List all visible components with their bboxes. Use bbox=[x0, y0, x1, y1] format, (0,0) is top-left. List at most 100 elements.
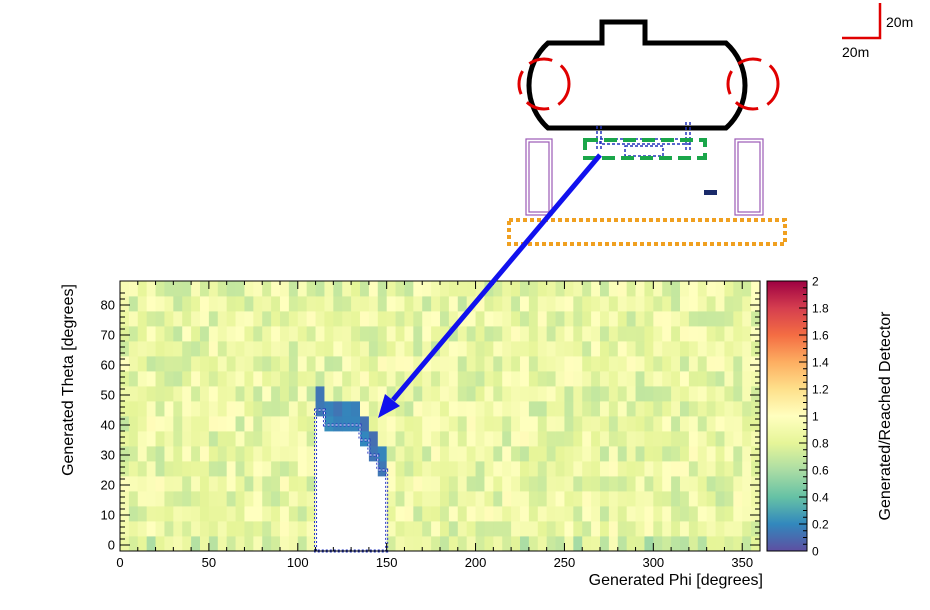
heatmap-cell bbox=[582, 401, 592, 417]
heatmap-cell bbox=[431, 461, 441, 477]
z-tick-label: 2 bbox=[812, 275, 819, 289]
heatmap-cell bbox=[440, 356, 450, 372]
heatmap-cell bbox=[493, 446, 503, 462]
heatmap-cell bbox=[608, 311, 619, 327]
y-tick-label: 60 bbox=[101, 358, 115, 373]
heatmap-cell bbox=[511, 446, 521, 462]
x-tick-label: 200 bbox=[465, 555, 487, 570]
heatmap-cell bbox=[680, 521, 690, 537]
heatmap-cell bbox=[537, 326, 548, 342]
heatmap-cell bbox=[324, 371, 334, 387]
heatmap-cell bbox=[164, 356, 174, 372]
heatmap-cell bbox=[208, 476, 219, 492]
heatmap-cell bbox=[137, 386, 148, 402]
heatmap-cell bbox=[671, 431, 681, 447]
heatmap-cell bbox=[644, 521, 654, 537]
heatmap-cell bbox=[404, 311, 414, 327]
heatmap-cell bbox=[484, 386, 494, 402]
heatmap-cell bbox=[333, 401, 343, 417]
heatmap-cell bbox=[706, 521, 716, 537]
heatmap-cell bbox=[671, 536, 681, 552]
heatmap-cell bbox=[733, 461, 743, 477]
heatmap-cell bbox=[484, 371, 494, 387]
heatmap-cell bbox=[333, 416, 343, 432]
heatmap-cell bbox=[475, 296, 485, 312]
heatmap-cell bbox=[120, 446, 130, 462]
heatmap-cell bbox=[715, 506, 725, 522]
heatmap-cell bbox=[751, 281, 761, 297]
heatmap-cell bbox=[288, 476, 299, 492]
heatmap-cell bbox=[626, 371, 636, 387]
heatmap-cell bbox=[324, 296, 334, 312]
heatmap-cell bbox=[475, 356, 485, 372]
heatmap-cell bbox=[137, 476, 148, 492]
heatmap-cell bbox=[448, 326, 459, 342]
heatmap-cell bbox=[724, 416, 734, 432]
heatmap-cell bbox=[493, 281, 503, 297]
heatmap-cell bbox=[351, 311, 361, 327]
heatmap-cell bbox=[751, 461, 761, 477]
heatmap-cell bbox=[680, 491, 690, 507]
x-tick-label: 150 bbox=[376, 555, 398, 570]
heatmap-cell bbox=[342, 386, 352, 402]
heatmap-cell bbox=[182, 386, 192, 402]
heatmap-cell bbox=[128, 326, 139, 342]
heatmap-cell bbox=[146, 311, 156, 327]
heatmap-cell bbox=[377, 371, 388, 387]
heatmap-cell bbox=[546, 536, 556, 552]
heatmap-cell bbox=[128, 431, 139, 447]
heatmap-cell bbox=[244, 401, 254, 417]
heatmap-cell bbox=[715, 296, 725, 312]
heatmap-cell bbox=[182, 401, 192, 417]
heatmap-cell bbox=[688, 401, 699, 417]
heatmap-cell bbox=[155, 536, 165, 552]
heatmap-cell bbox=[457, 386, 468, 402]
heatmap-cell bbox=[608, 506, 619, 522]
heatmap-cell bbox=[724, 311, 734, 327]
heatmap-cell bbox=[697, 356, 708, 372]
heatmap-cell bbox=[182, 476, 192, 492]
heatmap-cell bbox=[591, 386, 601, 402]
heatmap-cell bbox=[573, 356, 583, 372]
heatmap-cell bbox=[582, 476, 592, 492]
heatmap-cell bbox=[377, 446, 388, 462]
heatmap-cell bbox=[200, 386, 210, 402]
heatmap-cell bbox=[733, 416, 743, 432]
x-tick-label: 50 bbox=[202, 555, 216, 570]
heatmap-cell bbox=[564, 446, 574, 462]
heatmap-cell bbox=[697, 491, 708, 507]
heatmap-cell bbox=[751, 401, 761, 417]
heatmap-cell bbox=[733, 476, 743, 492]
heatmap-cell bbox=[324, 341, 334, 357]
heatmap-cell bbox=[555, 311, 565, 327]
heatmap-cell bbox=[120, 476, 130, 492]
heatmap-cell bbox=[511, 326, 521, 342]
color-bar-axis: 0 0.2 0.4 0.6 0.8 1 1.2 1.4 1.6 1.8 2 bbox=[799, 275, 829, 559]
heatmap-cell bbox=[342, 281, 352, 297]
heatmap-cell bbox=[280, 386, 290, 402]
heatmap-cell bbox=[537, 311, 548, 327]
heatmap-cell bbox=[155, 296, 165, 312]
heatmap-cell bbox=[297, 371, 308, 387]
heatmap-cell bbox=[200, 461, 210, 477]
heatmap-cell bbox=[351, 371, 361, 387]
heatmap-cell bbox=[315, 326, 325, 342]
heatmap-cell bbox=[617, 311, 628, 327]
heatmap-cell bbox=[688, 506, 699, 522]
heatmap-cell bbox=[511, 521, 521, 537]
heatmap-cell bbox=[573, 311, 583, 327]
heatmap-cell bbox=[502, 371, 512, 387]
heatmap-cell bbox=[128, 296, 139, 312]
heatmap-cell bbox=[493, 326, 503, 342]
heatmap-cell bbox=[653, 326, 663, 342]
heatmap-cell bbox=[457, 491, 468, 507]
x-tick-label: 250 bbox=[554, 555, 576, 570]
heatmap-cell bbox=[564, 386, 574, 402]
heatmap-cell bbox=[706, 506, 716, 522]
heatmap-cell bbox=[306, 296, 316, 312]
heatmap-cell bbox=[528, 416, 539, 432]
heatmap-cell bbox=[395, 401, 405, 417]
heatmap-cell bbox=[271, 401, 281, 417]
heatmap-cell bbox=[315, 386, 325, 402]
